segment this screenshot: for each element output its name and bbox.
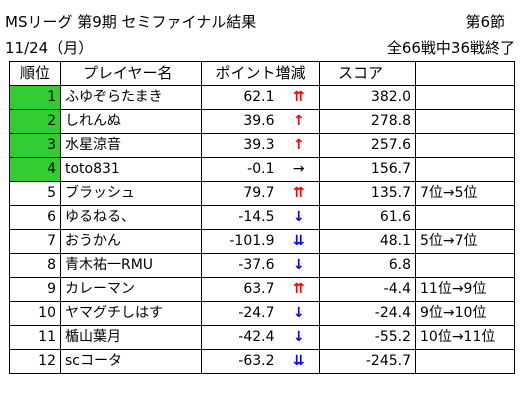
- score-cell: 278.8: [319, 109, 416, 134]
- header-player: プレイヤー名: [60, 61, 202, 86]
- table-row: 11 楯山葉月 -42.4 ↓ -55.2 10位→11位: [9, 325, 515, 350]
- player-name-cell: しれんぬ: [60, 109, 202, 134]
- points-change-cell: 63.7: [201, 277, 279, 302]
- score-cell: -245.7: [319, 349, 416, 374]
- score-cell: 382.0: [319, 85, 416, 110]
- results-table: 順位 プレイヤー名 ポイント増減 スコア 1 ふゆぞらたまき 62.1 ⇈ 382.0 2…: [9, 61, 515, 374]
- rank-change-note-cell: [415, 109, 515, 134]
- table-row: 8 青木祐一RMU -37.6 ↓ 6.8: [9, 253, 515, 278]
- score-cell: -24.4: [319, 301, 416, 326]
- points-change-cell: -37.6: [201, 253, 279, 278]
- score-cell: -4.4: [319, 277, 416, 302]
- player-name-cell: toto831: [60, 157, 202, 182]
- down-arrow-icon: ↓: [278, 325, 320, 350]
- rank-change-note-cell: [415, 85, 515, 110]
- rank-cell: 3: [9, 133, 61, 158]
- table-row: 6 ゆるねる、 -14.5 ↓ 61.6: [9, 205, 515, 230]
- player-name-cell: scコータ: [60, 349, 202, 374]
- rank-change-note-cell: 10位→11位: [415, 325, 515, 350]
- score-cell: 156.7: [319, 157, 416, 182]
- down-arrow-icon: ↓: [278, 301, 320, 326]
- rank-cell: 6: [9, 205, 61, 230]
- header-note: [415, 61, 515, 86]
- rank-change-note-cell: 5位→7位: [415, 229, 515, 254]
- points-change-cell: 79.7: [201, 181, 279, 206]
- table-header-row: 順位 プレイヤー名 ポイント増減 スコア: [9, 61, 515, 86]
- rank-change-note-cell: 7位→5位: [415, 181, 515, 206]
- points-change-cell: -14.5: [201, 205, 279, 230]
- score-cell: 135.7: [319, 181, 416, 206]
- score-cell: 61.6: [319, 205, 416, 230]
- player-name-cell: ゆるねる、: [60, 205, 202, 230]
- rank-change-note-cell: [415, 205, 515, 230]
- points-change-cell: 39.6: [201, 109, 279, 134]
- rank-change-note-cell: [415, 157, 515, 182]
- points-change-cell: 62.1: [201, 85, 279, 110]
- date-label: 11/24（月）: [5, 39, 94, 57]
- points-change-cell: -101.9: [201, 229, 279, 254]
- table-row: 4 toto831 -0.1 → 156.7: [9, 157, 515, 182]
- rank-cell: 1: [9, 85, 61, 110]
- down-arrow-icon: ⇊: [278, 349, 320, 374]
- table-row: 9 カレーマン 63.7 ⇈ -4.4 11位→9位: [9, 277, 515, 302]
- table-row: 7 おうかん -101.9 ⇊ 48.1 5位→7位: [9, 229, 515, 254]
- rank-change-note-cell: 11位→9位: [415, 277, 515, 302]
- player-name-cell: 水星涼音: [60, 133, 202, 158]
- up-arrow-icon: ⇈: [278, 277, 320, 302]
- rank-change-note-cell: [415, 349, 515, 374]
- table-row: 1 ふゆぞらたまき 62.1 ⇈ 382.0: [9, 85, 515, 110]
- down-arrow-icon: ↓: [278, 205, 320, 230]
- header-score: スコア: [319, 61, 416, 86]
- rank-cell: 7: [9, 229, 61, 254]
- player-name-cell: おうかん: [60, 229, 202, 254]
- table-row: 5 ブラッシュ 79.7 ⇈ 135.7 7位→5位: [9, 181, 515, 206]
- rank-change-note-cell: [415, 253, 515, 278]
- rank-cell: 5: [9, 181, 61, 206]
- header-rank: 順位: [9, 61, 61, 86]
- rank-cell: 10: [9, 301, 61, 326]
- rank-cell: 9: [9, 277, 61, 302]
- table-row: 12 scコータ -63.2 ⇊ -245.7: [9, 349, 515, 374]
- score-cell: 6.8: [319, 253, 416, 278]
- points-change-cell: -42.4: [201, 325, 279, 350]
- score-cell: 257.6: [319, 133, 416, 158]
- player-name-cell: カレーマン: [60, 277, 202, 302]
- table-row: 10 ヤマグチしはす -24.7 ↓ -24.4 9位→10位: [9, 301, 515, 326]
- player-name-cell: 楯山葉月: [60, 325, 202, 350]
- points-change-cell: -0.1: [201, 157, 279, 182]
- score-cell: -55.2: [319, 325, 416, 350]
- points-change-cell: -63.2: [201, 349, 279, 374]
- down-arrow-icon: ↓: [278, 253, 320, 278]
- rank-cell: 4: [9, 157, 61, 182]
- up-arrow-icon: ⇈: [278, 181, 320, 206]
- rank-cell: 11: [9, 325, 61, 350]
- player-name-cell: ブラッシュ: [60, 181, 202, 206]
- rank-change-note-cell: [415, 133, 515, 158]
- up-arrow-icon: ↑: [278, 109, 320, 134]
- table-row: 2 しれんぬ 39.6 ↑ 278.8: [9, 109, 515, 134]
- round-label: 第6節: [465, 13, 505, 31]
- progress-label: 全66戦中36戦終了: [386, 39, 515, 57]
- rank-cell: 2: [9, 109, 61, 134]
- up-arrow-icon: ↑: [278, 133, 320, 158]
- score-cell: 48.1: [319, 229, 416, 254]
- rank-change-note-cell: 9位→10位: [415, 301, 515, 326]
- player-name-cell: ヤマグチしはす: [60, 301, 202, 326]
- table-row: 3 水星涼音 39.3 ↑ 257.6: [9, 133, 515, 158]
- rank-cell: 8: [9, 253, 61, 278]
- page-title: MSリーグ 第9期 セミファイナル結果: [5, 13, 257, 31]
- player-name-cell: ふゆぞらたまき: [60, 85, 202, 110]
- up-arrow-icon: ⇈: [278, 85, 320, 110]
- points-change-cell: 39.3: [201, 133, 279, 158]
- header-points: ポイント増減: [201, 61, 320, 86]
- points-change-cell: -24.7: [201, 301, 279, 326]
- right-arrow-icon: →: [278, 157, 320, 182]
- down-arrow-icon: ⇊: [278, 229, 320, 254]
- rank-cell: 12: [9, 349, 61, 374]
- player-name-cell: 青木祐一RMU: [60, 253, 202, 278]
